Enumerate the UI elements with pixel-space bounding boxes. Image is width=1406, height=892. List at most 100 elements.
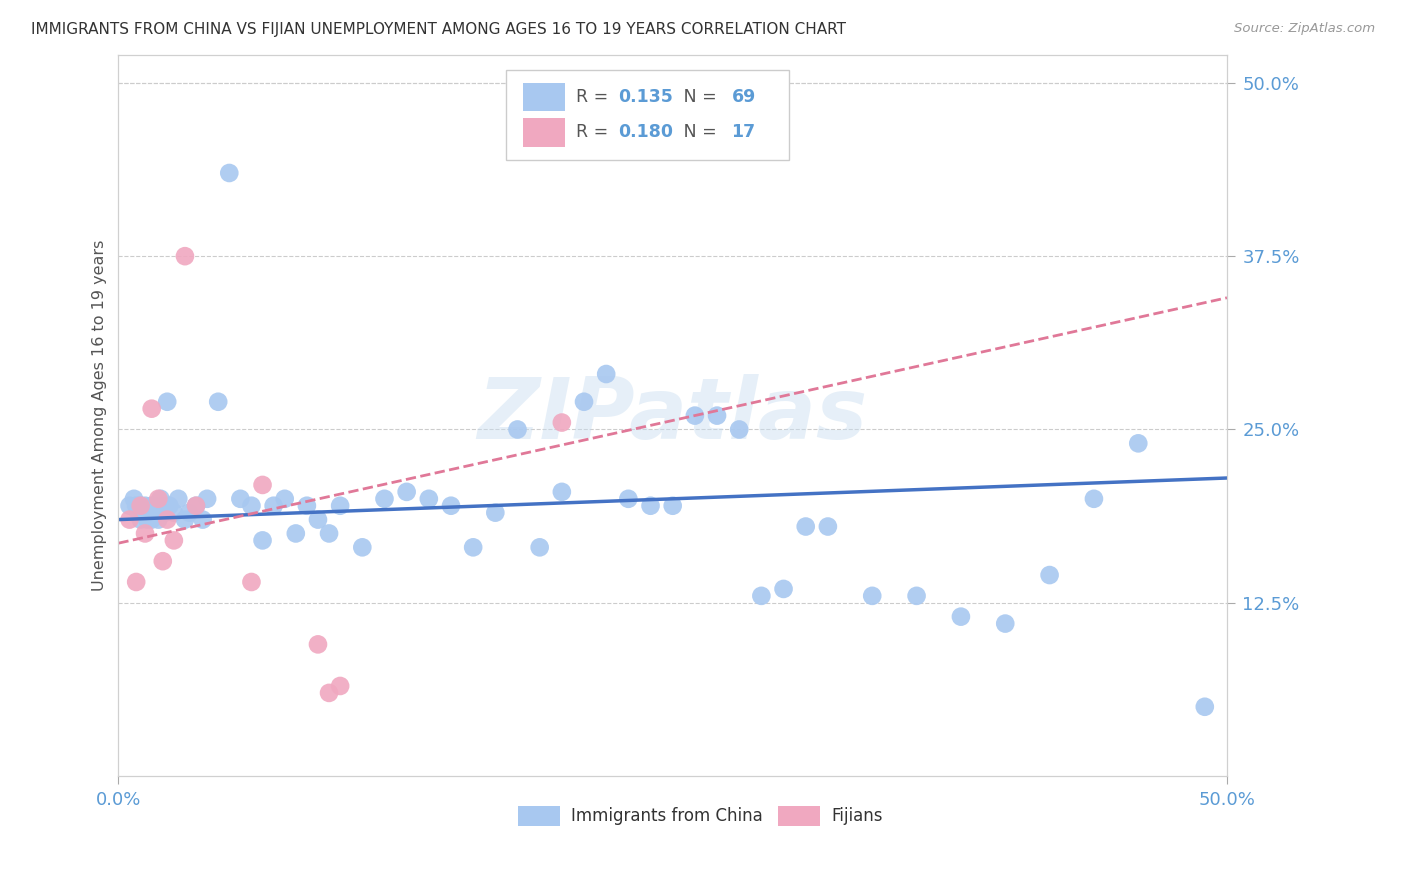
Point <box>191 513 214 527</box>
Text: Fijians: Fijians <box>831 806 883 825</box>
Point <box>1039 568 1062 582</box>
Point <box>794 519 817 533</box>
Point <box>179 506 201 520</box>
Point <box>163 506 186 520</box>
Point <box>395 484 418 499</box>
Point <box>174 513 197 527</box>
Point <box>152 554 174 568</box>
Point <box>252 478 274 492</box>
Point <box>149 491 172 506</box>
Point <box>184 499 207 513</box>
Point <box>640 499 662 513</box>
FancyBboxPatch shape <box>517 805 560 826</box>
Point <box>352 541 374 555</box>
Point <box>1128 436 1150 450</box>
Point <box>167 491 190 506</box>
Point <box>252 533 274 548</box>
Point <box>184 499 207 513</box>
Point <box>134 499 156 513</box>
Text: Immigrants from China: Immigrants from China <box>571 806 762 825</box>
Point <box>529 541 551 555</box>
Point <box>329 679 352 693</box>
Text: R =: R = <box>576 88 614 106</box>
Point <box>156 394 179 409</box>
Point <box>551 416 574 430</box>
Point <box>284 526 307 541</box>
Point <box>1194 699 1216 714</box>
Point <box>240 499 263 513</box>
Point <box>418 491 440 506</box>
Point <box>141 401 163 416</box>
Point <box>706 409 728 423</box>
Point <box>134 526 156 541</box>
Point <box>661 499 683 513</box>
Point <box>159 499 181 513</box>
Text: N =: N = <box>668 88 723 106</box>
Point <box>118 499 141 513</box>
Point <box>152 499 174 513</box>
Point <box>595 367 617 381</box>
Point <box>207 394 229 409</box>
Point <box>307 513 329 527</box>
Text: ZIPatlas: ZIPatlas <box>478 374 868 457</box>
Point <box>263 499 285 513</box>
Point <box>295 499 318 513</box>
Text: 0.135: 0.135 <box>619 88 673 106</box>
Point <box>174 249 197 263</box>
Point <box>122 491 145 506</box>
Point <box>329 499 352 513</box>
FancyBboxPatch shape <box>778 805 820 826</box>
Point <box>136 513 159 527</box>
FancyBboxPatch shape <box>506 70 789 160</box>
Point <box>373 491 395 506</box>
Point <box>118 513 141 527</box>
FancyBboxPatch shape <box>523 118 565 146</box>
Point <box>551 484 574 499</box>
Point <box>274 491 297 506</box>
Point <box>125 574 148 589</box>
Point <box>1083 491 1105 506</box>
Point <box>148 491 170 506</box>
Point <box>129 499 152 513</box>
Point <box>484 506 506 520</box>
Point <box>145 506 167 520</box>
Point <box>860 589 883 603</box>
Point <box>307 637 329 651</box>
Point <box>949 609 972 624</box>
Point <box>817 519 839 533</box>
Point <box>138 506 160 520</box>
Point <box>218 166 240 180</box>
Point <box>142 499 165 513</box>
Point <box>463 541 485 555</box>
Point <box>129 513 152 527</box>
Text: N =: N = <box>668 123 723 141</box>
Point <box>163 533 186 548</box>
Text: 69: 69 <box>731 88 755 106</box>
Text: IMMIGRANTS FROM CHINA VS FIJIAN UNEMPLOYMENT AMONG AGES 16 TO 19 YEARS CORRELATI: IMMIGRANTS FROM CHINA VS FIJIAN UNEMPLOY… <box>31 22 846 37</box>
Point <box>728 422 751 436</box>
Point <box>617 491 640 506</box>
Text: Source: ZipAtlas.com: Source: ZipAtlas.com <box>1234 22 1375 36</box>
Point <box>318 526 340 541</box>
Text: R =: R = <box>576 123 614 141</box>
Point <box>148 513 170 527</box>
Point <box>506 422 529 436</box>
Point <box>132 506 155 520</box>
FancyBboxPatch shape <box>523 83 565 112</box>
Point <box>683 409 706 423</box>
Point <box>240 574 263 589</box>
Point <box>905 589 928 603</box>
Text: 17: 17 <box>731 123 755 141</box>
Point <box>125 499 148 513</box>
Point <box>772 582 794 596</box>
Point <box>318 686 340 700</box>
Y-axis label: Unemployment Among Ages 16 to 19 years: Unemployment Among Ages 16 to 19 years <box>93 240 107 591</box>
Point <box>572 394 595 409</box>
Point <box>229 491 252 506</box>
Point <box>195 491 218 506</box>
Point <box>141 513 163 527</box>
Point <box>153 506 176 520</box>
Point <box>141 499 163 513</box>
Point <box>156 513 179 527</box>
Point <box>127 506 149 520</box>
